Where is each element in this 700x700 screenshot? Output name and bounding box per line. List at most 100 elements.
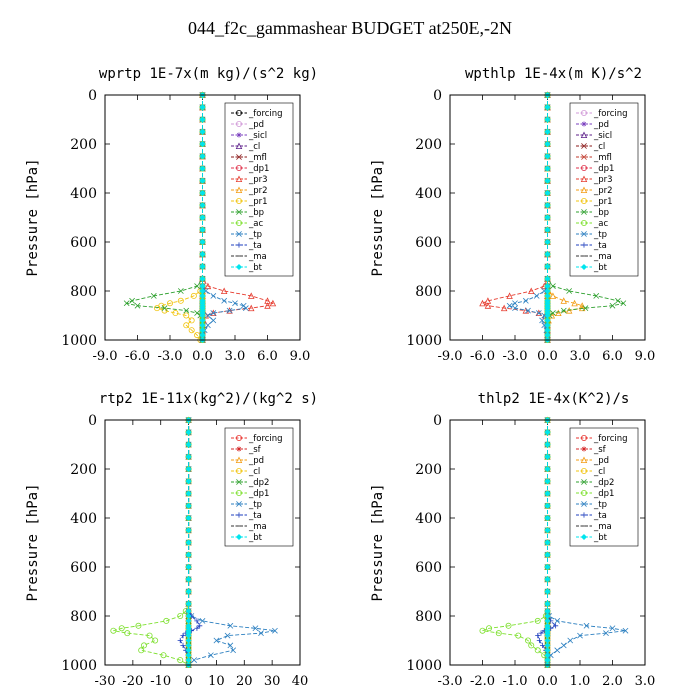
data-point xyxy=(199,226,206,233)
data-point xyxy=(199,165,206,172)
plot-frame xyxy=(449,419,646,666)
x-tick-label: -2.0 xyxy=(470,674,495,689)
panel-3: rtp2 1E-11x(kg^2)/(kg^2 s) Pressure [hPa]… xyxy=(25,391,318,689)
legend-label: _ma xyxy=(593,252,612,262)
series-bt xyxy=(544,416,551,669)
y-tick-label: 0 xyxy=(88,413,97,429)
legend-marker xyxy=(581,209,587,215)
legend-label: _cl xyxy=(593,467,605,477)
legend-label: _pd xyxy=(593,120,609,130)
data-point xyxy=(512,305,518,312)
legend-label: _mfl xyxy=(248,153,267,163)
data-point xyxy=(140,642,147,649)
data-point xyxy=(220,287,228,294)
legend-label: _pr3 xyxy=(593,175,613,185)
data-point xyxy=(553,623,559,629)
data-point xyxy=(525,637,532,644)
data-point xyxy=(512,300,518,307)
y-tick-label: 600 xyxy=(415,235,442,251)
data-point xyxy=(205,322,211,329)
data-point xyxy=(185,465,192,473)
legend-label: _mfl xyxy=(593,153,612,163)
panel-title: rtp2 1E-11x(kg^2)/(kg^2 s) xyxy=(99,391,318,407)
legend-marker xyxy=(581,154,587,160)
data-point xyxy=(177,613,184,620)
x-tick-label: 0.0 xyxy=(537,674,558,689)
data-point xyxy=(163,617,170,624)
panel-title: thlp2 1E-4x(K^2)/s xyxy=(478,391,630,407)
data-point xyxy=(272,627,278,634)
data-point xyxy=(129,297,135,304)
legend-label: _pr2 xyxy=(248,186,268,196)
data-point xyxy=(603,630,609,637)
legend-label: _ma xyxy=(593,522,612,532)
legend-label: _ac xyxy=(593,219,608,229)
legend-marker xyxy=(581,446,587,452)
data-point xyxy=(194,618,200,624)
data-point xyxy=(495,630,502,637)
legend-label: _dp1 xyxy=(248,489,269,499)
x-tick-label: 3.0 xyxy=(225,349,246,364)
data-point xyxy=(544,165,551,172)
data-point xyxy=(479,627,486,634)
data-point xyxy=(544,214,551,221)
legend-marker xyxy=(235,197,242,204)
data-point xyxy=(123,300,130,307)
x-tick-label: -6.0 xyxy=(125,349,150,364)
legend-marker xyxy=(235,467,242,474)
data-point xyxy=(161,305,168,312)
legend-label: _tp xyxy=(248,230,262,240)
data-point xyxy=(544,202,551,209)
legend-label: _bp xyxy=(248,208,264,218)
legend-marker xyxy=(581,467,588,474)
y-axis-label: Pressure [hPa] xyxy=(25,158,41,276)
x-tick-label: 1.0 xyxy=(570,674,591,689)
x-tick-label: 3.0 xyxy=(570,349,591,364)
legend-label: _pd xyxy=(248,120,264,130)
legend-label: _pd xyxy=(248,456,264,466)
data-point xyxy=(609,625,616,632)
data-point xyxy=(544,429,551,436)
data-point xyxy=(615,297,621,304)
y-tick-label: 0 xyxy=(433,88,442,104)
legend-marker xyxy=(235,110,242,117)
data-point xyxy=(199,189,206,197)
data-point xyxy=(544,502,551,509)
data-point xyxy=(539,317,545,324)
legend-label: _ma xyxy=(248,252,267,262)
x-tick-label: -1.0 xyxy=(502,674,527,689)
legend-marker xyxy=(581,121,587,127)
data-point xyxy=(567,637,574,644)
legend-label: _dp1 xyxy=(593,489,614,499)
data-point xyxy=(177,288,184,294)
data-point xyxy=(185,441,192,448)
legend-marker xyxy=(581,197,588,204)
figure-title: 044_f2c_gammashear BUDGET at250E,-2N xyxy=(187,18,513,38)
x-tick-label: 3.0 xyxy=(635,674,656,689)
data-point xyxy=(544,576,551,583)
data-point xyxy=(185,576,192,583)
data-point xyxy=(258,630,264,637)
legend-marker xyxy=(235,186,243,193)
data-point xyxy=(544,514,551,522)
data-point xyxy=(485,625,492,632)
legend-label: _pd xyxy=(593,456,609,466)
data-point xyxy=(622,627,629,634)
data-point xyxy=(560,307,567,314)
data-point xyxy=(199,128,206,135)
x-tick-label: -9.0 xyxy=(437,349,462,364)
legend-label: _forcing xyxy=(248,434,283,444)
data-point xyxy=(528,287,535,294)
data-point xyxy=(152,637,159,644)
data-point xyxy=(547,652,554,659)
series-tp xyxy=(506,92,551,343)
data-point xyxy=(264,302,271,309)
data-point xyxy=(197,623,203,629)
legend-marker xyxy=(580,175,588,182)
data-point xyxy=(146,632,153,639)
data-point xyxy=(544,490,551,497)
panel-2: wpthlp 1E-4x(m K)/s^2 Pressure [hPa] 0 200 4… xyxy=(370,66,655,364)
data-point xyxy=(202,288,209,294)
data-point xyxy=(191,657,198,663)
